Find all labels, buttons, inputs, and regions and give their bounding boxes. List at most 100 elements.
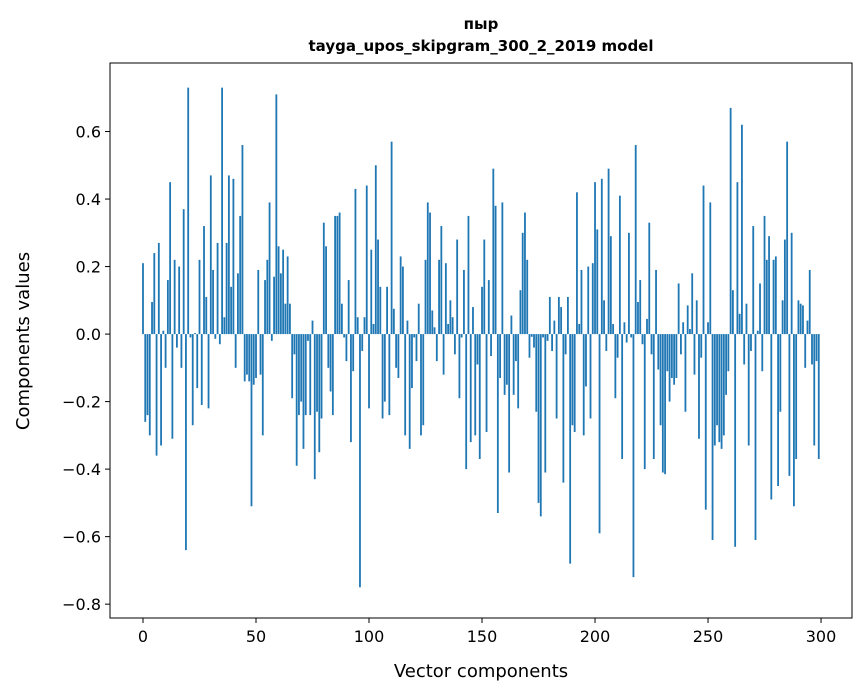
bar-96 [359,334,361,588]
bar-178 [544,334,547,473]
bar-198 [589,334,592,419]
bar-67 [293,334,296,355]
bar-285 [786,141,789,335]
bar-224 [648,222,651,335]
bar-79 [320,334,323,419]
bar-287 [790,232,793,335]
bar-21 [189,334,192,338]
bar-180 [548,296,551,335]
bar-159 [501,202,504,335]
bar-62 [282,249,285,335]
bar-73 [307,334,309,341]
bar-121 [415,334,418,362]
bar-34 [218,334,221,345]
bar-206 [607,168,610,335]
bar-237 [677,283,680,335]
x-tick-label: 50 [246,627,266,646]
bar-193 [578,323,581,335]
bar-46 [246,334,248,375]
bar-17 [180,334,183,368]
bar-28 [205,296,208,335]
bar-269 [750,334,752,351]
y-tick-label: 0.4 [76,190,101,209]
bar-111 [392,308,395,335]
bar-144 [467,215,470,335]
y-tick-label: −0.8 [62,595,101,614]
bar-192 [576,192,578,335]
bar-78 [318,334,321,453]
x-tick-label: 200 [580,627,611,646]
bar-40 [232,178,235,335]
bar-109 [388,334,391,416]
bar-116 [404,334,407,436]
bar-290 [797,300,800,335]
y-axis-ticks: −0.8 −0.6 −0.4 −0.2 0.0 0.2 0.4 0.6 [62,123,110,614]
axes-frame [109,62,853,619]
bar-234 [670,334,673,378]
bar-130 [435,334,438,362]
bar-54 [264,280,266,335]
bar-3 [148,334,151,436]
bar-169 [524,212,526,335]
x-tick-label: 0 [138,627,148,646]
y-tick-label: −0.6 [62,528,101,547]
bar-204 [603,300,605,335]
bar-270 [752,226,755,335]
bar-55 [266,259,269,335]
bar-233 [668,334,671,402]
bar-143 [465,334,468,470]
bar-97 [361,334,364,351]
bar-126 [426,202,429,335]
bar-282 [779,334,782,412]
bar-29 [207,334,210,409]
bar-101 [370,249,373,335]
bar-65 [289,303,291,335]
bar-69 [298,334,300,416]
bar-227 [655,269,657,335]
bar-289 [795,334,798,459]
bar-202 [598,334,601,534]
bar-167 [519,290,522,335]
bar-273 [759,283,761,335]
bar-20 [187,87,190,335]
bar-153 [487,280,490,335]
bar-147 [474,334,477,436]
bar-297 [813,334,816,446]
bar-218 [634,145,637,335]
bar-100 [368,334,370,409]
bar-25 [198,259,201,335]
bar-81 [325,246,327,335]
bar-219 [637,302,639,335]
chart-title-line1: пыр [464,15,499,33]
bar-82 [327,334,330,368]
bar-250 [707,322,709,335]
bar-110 [390,141,393,335]
bar-238 [680,334,682,355]
bar-77 [316,334,318,412]
bar-70 [300,334,303,402]
bar-177 [542,334,544,338]
bar-115 [402,266,404,335]
bar-122 [417,303,420,335]
bar-128 [431,310,434,335]
bar-125 [424,259,427,335]
x-tick-label: 100 [354,627,385,646]
bar-293 [804,334,807,368]
bar-294 [806,320,809,335]
bar-200 [594,182,596,335]
y-axis-label: Components values [13,252,34,430]
bar-275 [763,215,766,335]
bar-129 [433,327,436,335]
bar-207 [609,236,612,335]
bar-102 [372,323,375,335]
bar-99 [365,185,368,335]
bar-260 [729,107,732,335]
bar-104 [377,239,379,335]
bar-39 [230,286,233,335]
bar-223 [646,318,648,335]
bar-7 [157,242,160,335]
bar-208 [612,323,615,335]
bar-26 [200,334,203,405]
bar-90 [345,334,348,362]
bar-134 [444,263,447,335]
